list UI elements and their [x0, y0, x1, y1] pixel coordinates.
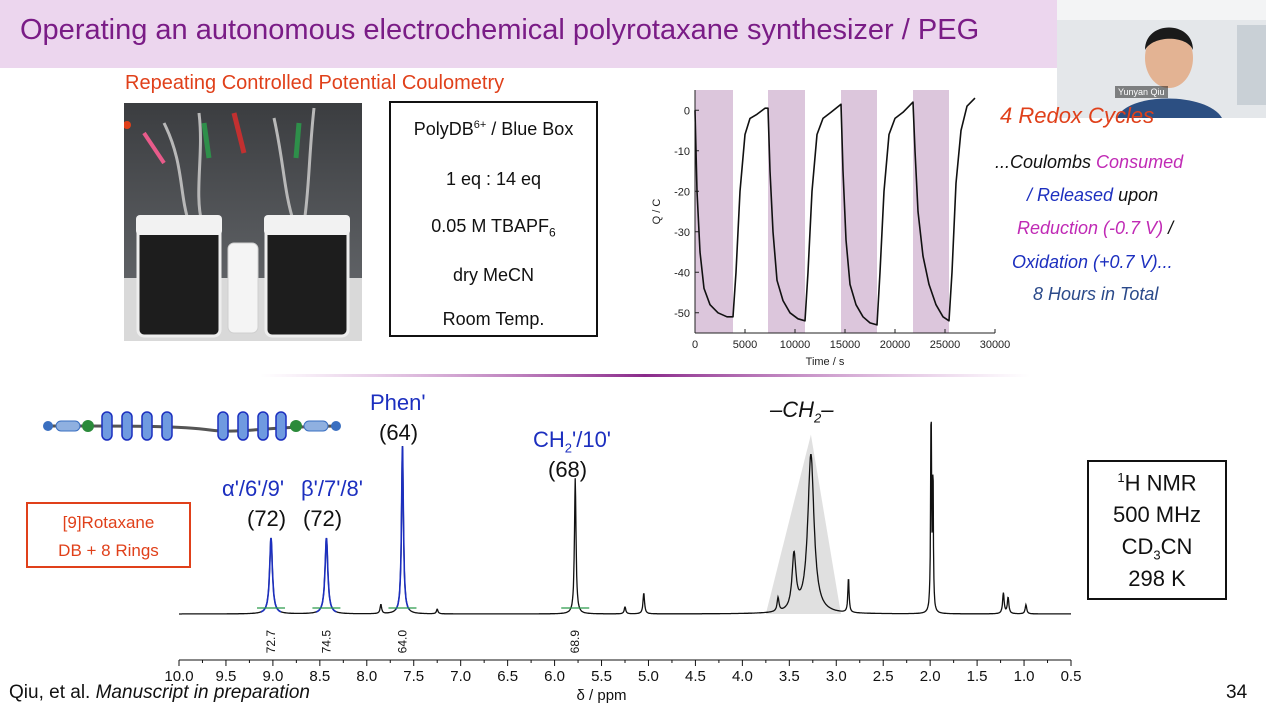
redox-line-4: Oxidation (+0.7 V)... — [1012, 252, 1173, 272]
reduction-interval-2 — [841, 90, 877, 333]
ppm-tick-label: 6.0 — [544, 668, 565, 685]
ppm-tick-label: 6.5 — [497, 668, 518, 685]
ppm-tick-label: 4.0 — [732, 668, 753, 685]
charge-trace-line — [694, 97, 976, 326]
ppm-tick-label: 8.5 — [309, 668, 330, 685]
slide-title-bar — [0, 0, 1266, 68]
ppm-tick-label: 4.5 — [685, 668, 706, 685]
redox-line-1: ...Coulombs Consumed — [995, 152, 1184, 172]
peak-label-ch2: CH2'/10' — [533, 427, 611, 456]
ppm-tick-label: 0.5 — [1061, 668, 1082, 685]
nmr-solvent: CD3CN — [1121, 534, 1193, 563]
nmr-conditions-box: 1H NMR 500 MHz CD3CN 298 K — [1087, 460, 1227, 600]
x-tick-label: 25000 — [930, 339, 961, 351]
labeled-peak-1 — [315, 537, 337, 613]
section-divider — [260, 374, 1030, 377]
nmr-spectrum-chart: 72.7 74.5 64.0 68.9 10.0 9.5 9.0 8.5 8.0 7.5 7.0 6.… — [164, 421, 1082, 704]
slide-title: Operating an autonomous electrochemical … — [20, 14, 980, 46]
x-tick-label: 5000 — [733, 339, 757, 351]
redox-line-5: 8 Hours in Total — [1033, 284, 1159, 304]
peak-label-phen: Phen' — [370, 390, 426, 415]
y-tick-label: -30 — [674, 227, 690, 239]
ppm-tick-label: 8.0 — [356, 668, 377, 685]
y-tick-label: 0 — [684, 105, 690, 117]
condition-ratio: 1 eq : 14 eq — [445, 169, 542, 189]
rotaxane-label-box: [9]Rotaxane DB + 8 Rings — [26, 502, 191, 568]
slide-subtitle: Repeating Controlled Potential Coulometr… — [125, 72, 505, 94]
ppm-tick-label: 5.0 — [638, 668, 659, 685]
rotaxane-molecule-cartoon — [43, 411, 341, 441]
x-tick-label: 15000 — [830, 339, 861, 351]
ppm-tick-label: 2.0 — [920, 668, 941, 685]
page-number: 34 — [1226, 682, 1248, 703]
cell-photo-drawing — [124, 103, 362, 341]
y-tick-label: -20 — [674, 186, 690, 198]
ppm-tick-label: 10.0 — [164, 668, 193, 685]
peak-label-peg-chain: –CH2– — [770, 397, 834, 426]
integral-label-3: 68.9 — [568, 630, 582, 654]
rotaxane-name: [9]Rotaxane — [62, 513, 155, 532]
reduction-interval-1 — [768, 90, 805, 333]
ppm-tick-label: 2.5 — [873, 668, 894, 685]
peak-count-beta: (72) — [303, 506, 343, 531]
y-tick-label: -10 — [674, 146, 690, 158]
ppm-tick-label: 1.0 — [1014, 668, 1035, 685]
condition-electrolyte: 0.05 M TBAPF6 — [431, 216, 556, 240]
y-tick-label: -40 — [674, 267, 690, 279]
peak-count-ch2: (68) — [548, 457, 588, 482]
x-tick-label: 20000 — [880, 339, 911, 351]
condition-temperature: Room Temp. — [442, 309, 545, 329]
labeled-peak-2 — [395, 446, 410, 610]
condition-solvent: dry MeCN — [452, 265, 534, 285]
x-tick-label: 0 — [692, 339, 698, 351]
ppm-tick-label: 9.0 — [262, 668, 283, 685]
electrochemical-cell-photo — [124, 103, 362, 341]
coulometry-chart: 0 -10 -20 -30 -40 -50 0 5000 10000 15000 20000 2500… — [651, 90, 1011, 368]
nmr-temperature: 298 K — [1128, 566, 1186, 591]
webcam-video: Yunyan Qiu — [1057, 0, 1266, 118]
rotaxane-composition: DB + 8 Rings — [58, 541, 159, 560]
peak-label-alpha: α'/6'/9' — [222, 476, 285, 501]
ppm-tick-label: 3.5 — [779, 668, 800, 685]
ppm-tick-label: 7.0 — [450, 668, 471, 685]
ppm-tick-label: 3.0 — [826, 668, 847, 685]
x-tick-label: 30000 — [980, 339, 1011, 351]
condition-polymer: PolyDB6+ / Blue Box — [413, 119, 574, 139]
integral-label-0: 72.7 — [264, 630, 278, 654]
y-tick-label: -50 — [674, 308, 690, 320]
redox-line-3: Reduction (-0.7 V) / — [1017, 218, 1174, 238]
y-axis-label: Q / C — [651, 199, 663, 225]
redox-line-2: / Released upon — [1027, 185, 1159, 205]
ppm-tick-label: 5.5 — [591, 668, 612, 685]
x-tick-label: 10000 — [780, 339, 811, 351]
peg-shaded-region — [765, 434, 841, 614]
webcam-participant-name: Yunyan Qiu — [1115, 86, 1168, 98]
integral-label-2: 64.0 — [395, 630, 409, 654]
labeled-peak-0 — [260, 537, 282, 613]
x-axis-label: Time / s — [806, 356, 845, 368]
conditions-box: PolyDB6+ / Blue Box 1 eq : 14 eq 0.05 M … — [389, 101, 598, 337]
ppm-axis-label: δ / ppm — [577, 687, 627, 704]
citation: Qiu, et al. Manuscript in preparation — [9, 682, 310, 703]
nmr-frequency: 500 MHz — [1112, 502, 1202, 527]
integral-label-1: 74.5 — [319, 630, 333, 654]
ppm-tick-label: 7.5 — [403, 668, 424, 685]
presenter-video-frame — [1057, 0, 1266, 118]
nmr-nucleus: 1H NMR — [1117, 470, 1197, 496]
peak-count-phen: (64) — [379, 420, 419, 445]
reduction-interval-0 — [695, 90, 733, 333]
peak-label-beta: β'/7'/8' — [301, 476, 363, 501]
redox-cycles-title: 4 Redox Cycles — [1000, 103, 1155, 128]
ppm-tick-label: 1.5 — [967, 668, 988, 685]
peak-count-alpha: (72) — [247, 506, 287, 531]
ppm-tick-label: 9.5 — [216, 668, 237, 685]
